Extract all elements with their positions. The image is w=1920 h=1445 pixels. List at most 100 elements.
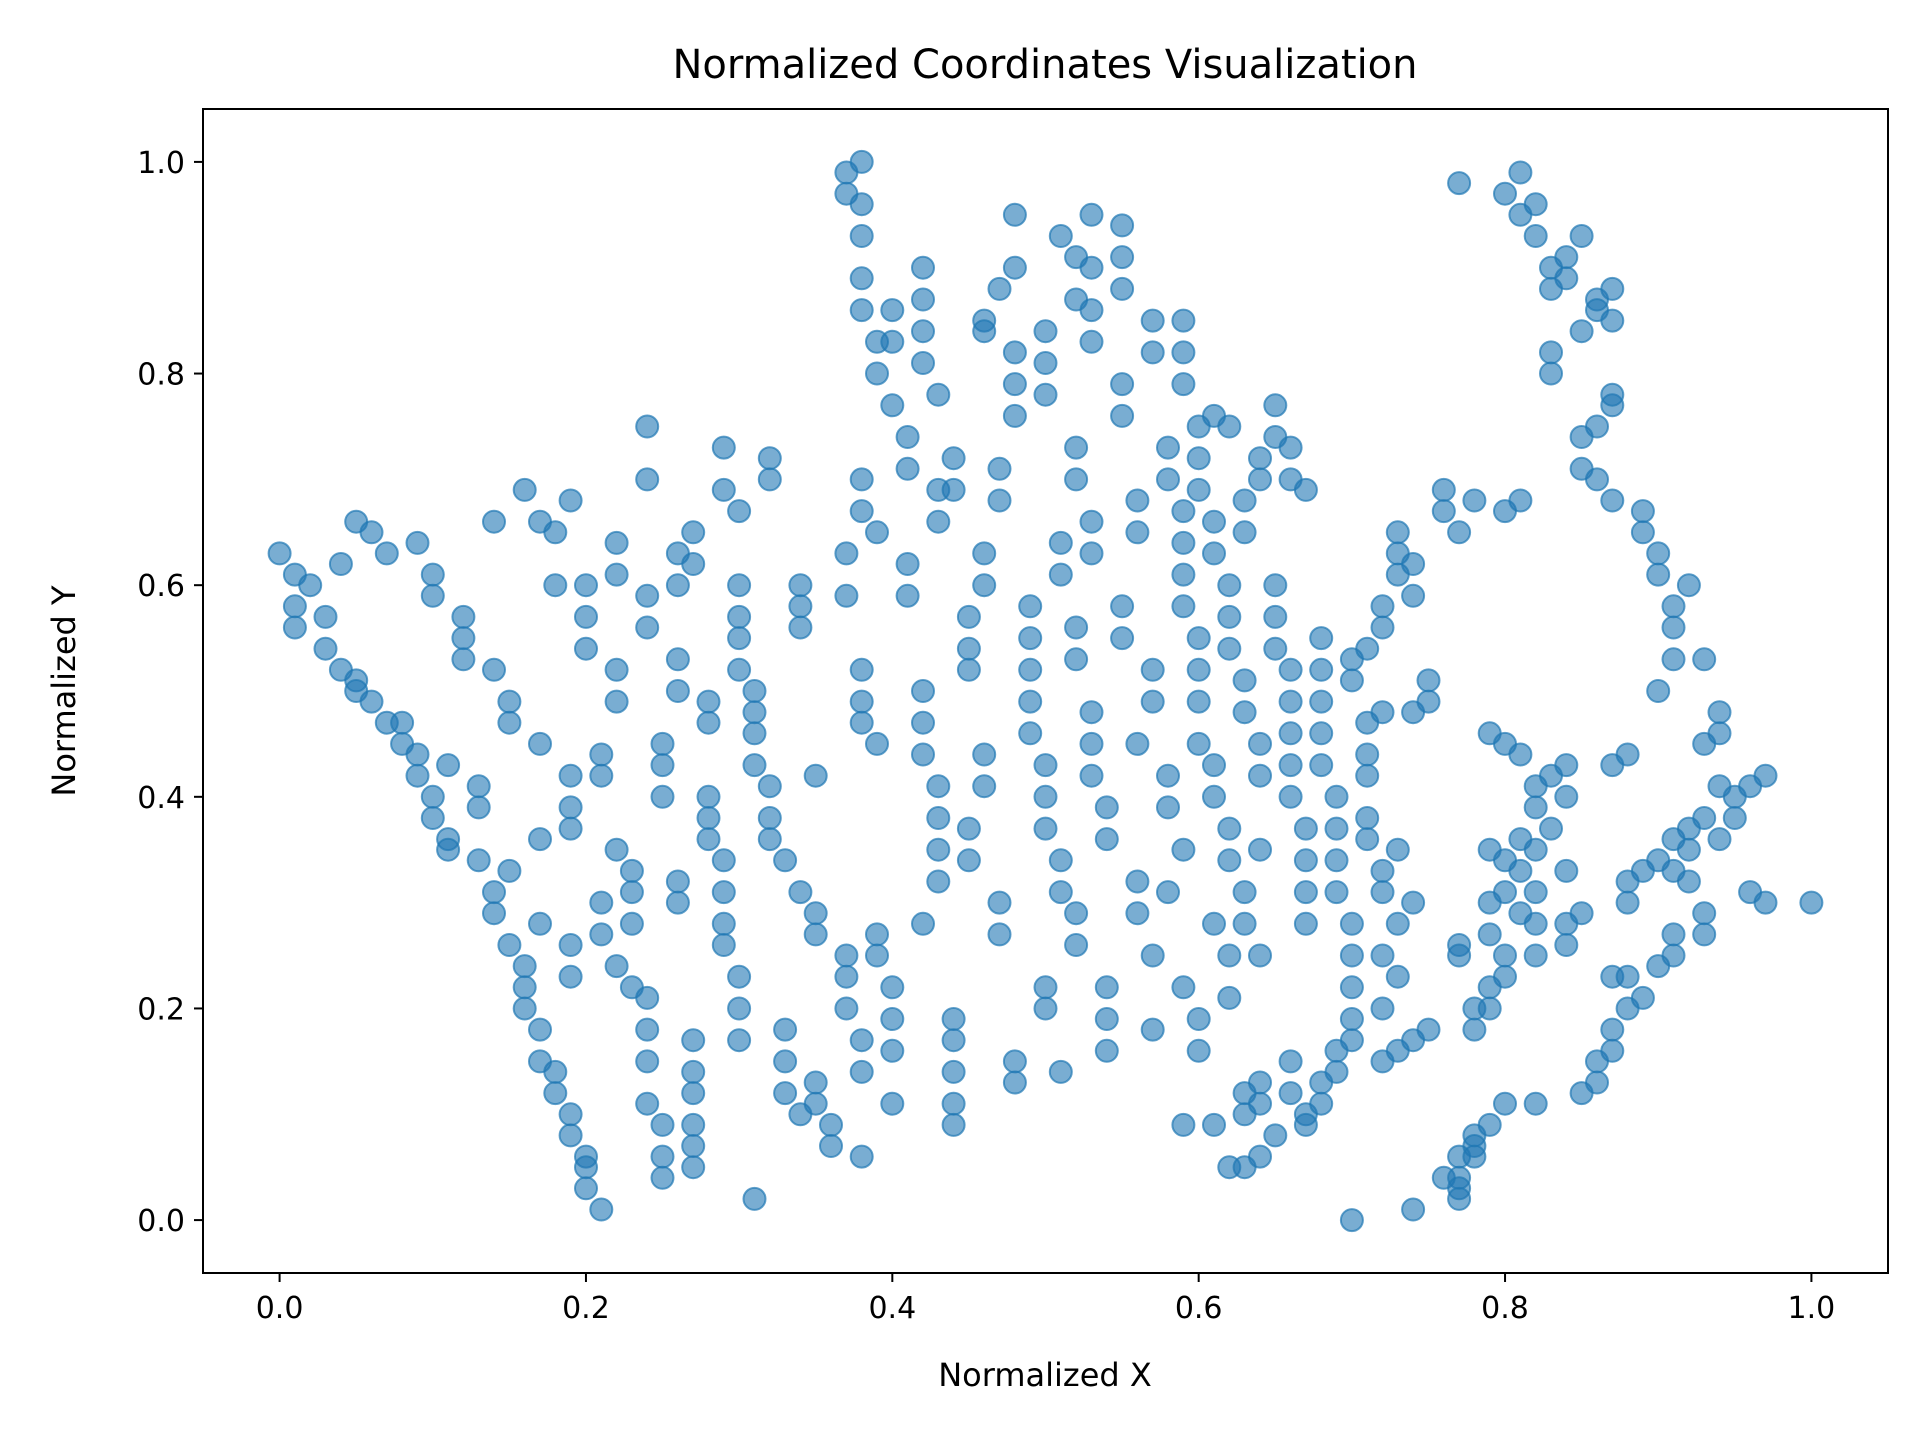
scatter-point	[558, 933, 583, 957]
scatter-point	[1248, 837, 1272, 862]
scatter-point	[512, 477, 537, 502]
scatter-point	[849, 224, 874, 248]
scatter-point	[1554, 858, 1579, 883]
scatter-point	[1110, 213, 1135, 238]
scatter-point	[1339, 668, 1364, 693]
scatter-point	[589, 1197, 614, 1222]
scatter-point	[987, 488, 1012, 513]
scatter-point	[359, 689, 384, 714]
scatter-point	[298, 573, 323, 598]
scatter-point	[911, 710, 935, 735]
scatter-point	[727, 604, 752, 629]
scatter-point	[1293, 1112, 1318, 1137]
scatter-point	[1416, 668, 1441, 693]
scatter-point	[849, 710, 874, 735]
scatter-point	[1202, 753, 1226, 778]
scatter-point	[1447, 943, 1472, 968]
scatter-point	[773, 1049, 798, 1074]
scatter-point	[604, 837, 629, 862]
scatter-point	[1630, 499, 1655, 524]
scatter-point	[956, 657, 981, 682]
scatter-point	[1248, 467, 1272, 492]
scatter-point	[1171, 562, 1196, 587]
scatter-point	[1064, 467, 1089, 492]
y-tick-label: 0.6	[137, 569, 185, 604]
scatter-point	[1232, 520, 1257, 545]
x-tick-label: 0.0	[256, 1291, 304, 1326]
scatter-point	[1156, 435, 1180, 460]
scatter-point	[1171, 975, 1196, 1000]
scatter-point	[803, 1091, 828, 1116]
scatter-point	[1033, 996, 1058, 1021]
scatter-point	[1125, 520, 1150, 545]
scatter-point	[1539, 340, 1563, 365]
scatter-point	[574, 1176, 598, 1201]
scatter-point	[1646, 562, 1671, 587]
scatter-point	[742, 679, 767, 703]
scatter-point	[926, 382, 951, 407]
scatter-point	[1585, 467, 1609, 492]
scatter-point	[1493, 1091, 1517, 1116]
scatter-point	[1064, 901, 1089, 926]
scatter-point	[696, 784, 721, 809]
scatter-point	[1646, 541, 1671, 566]
scatter-point	[1416, 689, 1441, 714]
scatter-point	[941, 477, 966, 502]
scatter-point	[543, 573, 568, 598]
scatter-point	[895, 456, 920, 481]
scatter-point	[1278, 784, 1303, 809]
scatter-point	[849, 1028, 874, 1053]
scatter-point	[1554, 266, 1579, 291]
scatter-point	[972, 319, 997, 344]
scatter-point	[420, 806, 445, 830]
scatter-point	[528, 731, 552, 756]
scatter-point	[635, 467, 660, 492]
scatter-point	[543, 1081, 568, 1106]
scatter-point	[1661, 943, 1686, 968]
scatter-point	[282, 615, 307, 640]
x-tick-label: 0.8	[1481, 1291, 1529, 1326]
scatter-point	[1033, 753, 1058, 778]
scatter-point	[1079, 700, 1104, 725]
scatter-point	[1064, 615, 1089, 640]
scatter-point	[512, 954, 537, 979]
plot-frame	[202, 108, 1889, 1274]
scatter-point	[1002, 202, 1027, 227]
scatter-point	[497, 689, 522, 714]
scatter-point	[1554, 784, 1579, 809]
scatter-point	[941, 1112, 966, 1137]
scatter-point	[1079, 763, 1104, 788]
scatter-point	[1600, 382, 1625, 407]
scatter-point	[1539, 816, 1563, 841]
scatter-point	[1110, 276, 1135, 301]
scatter-point	[1722, 806, 1747, 830]
scatter-point	[497, 933, 522, 957]
scatter-point	[635, 583, 660, 608]
scatter-point	[1248, 1144, 1272, 1169]
scatter-point	[420, 583, 445, 608]
scatter-point	[1156, 795, 1180, 820]
scatter-point	[696, 689, 721, 714]
scatter-point	[1600, 308, 1625, 333]
scatter-point	[635, 1049, 660, 1074]
scatter-point	[880, 1007, 905, 1031]
scatter-point	[604, 954, 629, 979]
scatter-point	[1692, 922, 1717, 947]
scatter-point	[1094, 975, 1119, 1000]
scatter-point	[1493, 181, 1517, 206]
scatter-point	[574, 636, 598, 661]
scatter-point	[558, 816, 583, 841]
scatter-point	[1079, 202, 1104, 227]
scatter-point	[1140, 943, 1165, 968]
scatter-point	[865, 520, 889, 545]
scatter-point	[1248, 446, 1272, 471]
scatter-point	[1263, 604, 1288, 629]
scatter-point	[727, 573, 752, 598]
scatter-point	[1799, 890, 1824, 915]
scatter-point	[1048, 224, 1073, 248]
scatter-point	[742, 700, 767, 725]
scatter-point	[849, 192, 874, 217]
scatter-point	[849, 298, 874, 323]
scatter-point	[1523, 224, 1548, 248]
scatter-point	[711, 911, 736, 936]
